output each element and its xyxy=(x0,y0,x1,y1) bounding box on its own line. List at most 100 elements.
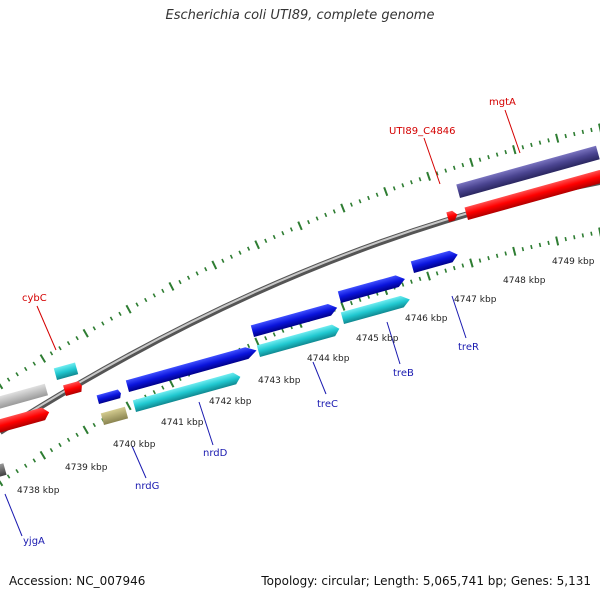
scale-label: 4747 kbp xyxy=(454,295,497,305)
tick-mark xyxy=(211,260,218,270)
tick-mark xyxy=(564,236,567,242)
tick-mark xyxy=(152,389,156,395)
tick-mark xyxy=(161,385,165,390)
scale-labels: 4738 kbp 4739 kbp 4740 kbp 4741 kbp 4742… xyxy=(17,257,595,496)
gene-left-gray[interactable] xyxy=(0,383,48,410)
tick-mark xyxy=(58,346,62,351)
gene-mgtA-red[interactable] xyxy=(464,167,600,220)
tick-mark xyxy=(254,240,260,250)
tick-mark xyxy=(39,354,47,363)
gene-nrdD-cyan[interactable] xyxy=(132,371,242,412)
genome-backbone xyxy=(0,179,600,435)
gene-UTI89_C4846[interactable] xyxy=(446,210,458,222)
gene-nrdG[interactable] xyxy=(96,389,123,404)
label-mgtA: mgtA xyxy=(489,97,516,108)
tick-mark xyxy=(58,442,62,448)
tick-mark xyxy=(144,297,148,303)
gene-left-red[interactable] xyxy=(0,406,51,434)
tick-mark xyxy=(564,133,567,139)
tick-mark xyxy=(598,227,600,237)
tick-mark xyxy=(272,234,276,240)
tick-mark xyxy=(469,157,474,167)
gene-treC[interactable] xyxy=(250,302,339,337)
tick-mark xyxy=(307,219,311,225)
gene-treB[interactable] xyxy=(337,273,407,303)
label-leaders xyxy=(4,109,521,537)
tick-mark xyxy=(23,463,28,468)
tick-mark xyxy=(383,186,389,197)
scale-label: 4738 kbp xyxy=(17,486,60,496)
tick-mark xyxy=(82,425,89,435)
tick-mark xyxy=(410,180,413,185)
label-treB: treB xyxy=(393,368,414,379)
scale-label: 4746 kbp xyxy=(405,314,448,324)
tick-mark xyxy=(82,328,89,338)
tick-mark xyxy=(125,304,132,314)
tick-mark xyxy=(66,437,71,442)
scale-label: 4744 kbp xyxy=(307,354,350,364)
label-treC: treC xyxy=(317,399,338,410)
tick-mark xyxy=(340,203,346,213)
tick-mark xyxy=(118,311,122,317)
tick-mark xyxy=(178,279,182,285)
tick-mark xyxy=(152,293,156,298)
scale-label: 4749 kbp xyxy=(552,257,595,267)
tick-mark xyxy=(469,258,474,268)
tick-mark xyxy=(590,231,593,236)
tick-mark xyxy=(418,177,422,182)
tick-mark xyxy=(521,145,525,150)
label-cybC: cybC xyxy=(22,293,47,304)
tick-mark xyxy=(135,302,139,307)
scale-label: 4741 kbp xyxy=(161,418,204,428)
gene-treB-cyan[interactable] xyxy=(340,294,412,324)
tick-mark xyxy=(92,326,96,331)
tick-mark xyxy=(109,316,114,321)
tick-mark xyxy=(487,154,490,160)
tick-mark xyxy=(315,216,319,221)
tick-mark xyxy=(444,268,448,273)
tick-mark xyxy=(229,254,234,259)
tick-mark xyxy=(358,297,362,302)
gene-nrdD[interactable] xyxy=(125,345,258,392)
tick-mark xyxy=(32,458,37,463)
tick-mark xyxy=(281,231,285,236)
accession-text: Accession: NC_007946 xyxy=(9,574,146,588)
tick-mark xyxy=(92,422,96,428)
tick-mark xyxy=(221,258,225,263)
tick-mark xyxy=(530,142,533,148)
gene-yjgA[interactable] xyxy=(0,463,7,478)
tick-mark xyxy=(332,209,336,214)
tick-mark xyxy=(254,337,260,347)
tick-mark xyxy=(547,138,550,143)
reverse-strand-ticks xyxy=(0,227,600,487)
tick-mark xyxy=(15,469,19,474)
gene-treC-cyan[interactable] xyxy=(256,323,341,357)
tick-mark xyxy=(375,192,379,197)
scale-label: 4748 kbp xyxy=(503,276,546,286)
tick-mark xyxy=(426,271,431,281)
tick-mark xyxy=(504,149,508,155)
tick-mark xyxy=(495,152,499,157)
gene-mgtA[interactable] xyxy=(456,145,600,198)
gene-nrdG-olive[interactable] xyxy=(100,406,129,425)
tick-mark xyxy=(392,186,396,191)
tick-mark xyxy=(358,199,362,204)
tick-mark xyxy=(555,236,560,246)
gene-cybC[interactable] xyxy=(53,362,79,380)
gene-cybC-red[interactable] xyxy=(63,381,83,396)
tick-mark xyxy=(444,168,448,173)
tick-mark xyxy=(272,332,276,337)
tick-mark xyxy=(461,162,465,168)
label-yjgA: yjgA xyxy=(23,536,45,547)
label-nrdD: nrdD xyxy=(203,448,228,459)
tick-mark xyxy=(264,238,268,243)
tick-mark xyxy=(23,366,28,372)
tick-mark xyxy=(452,265,456,271)
tick-mark xyxy=(75,336,79,341)
tick-mark xyxy=(435,271,439,276)
tick-mark xyxy=(426,171,431,181)
gene-treR[interactable] xyxy=(410,249,459,273)
scale-label: 4745 kbp xyxy=(356,334,399,344)
tick-mark xyxy=(247,343,251,349)
